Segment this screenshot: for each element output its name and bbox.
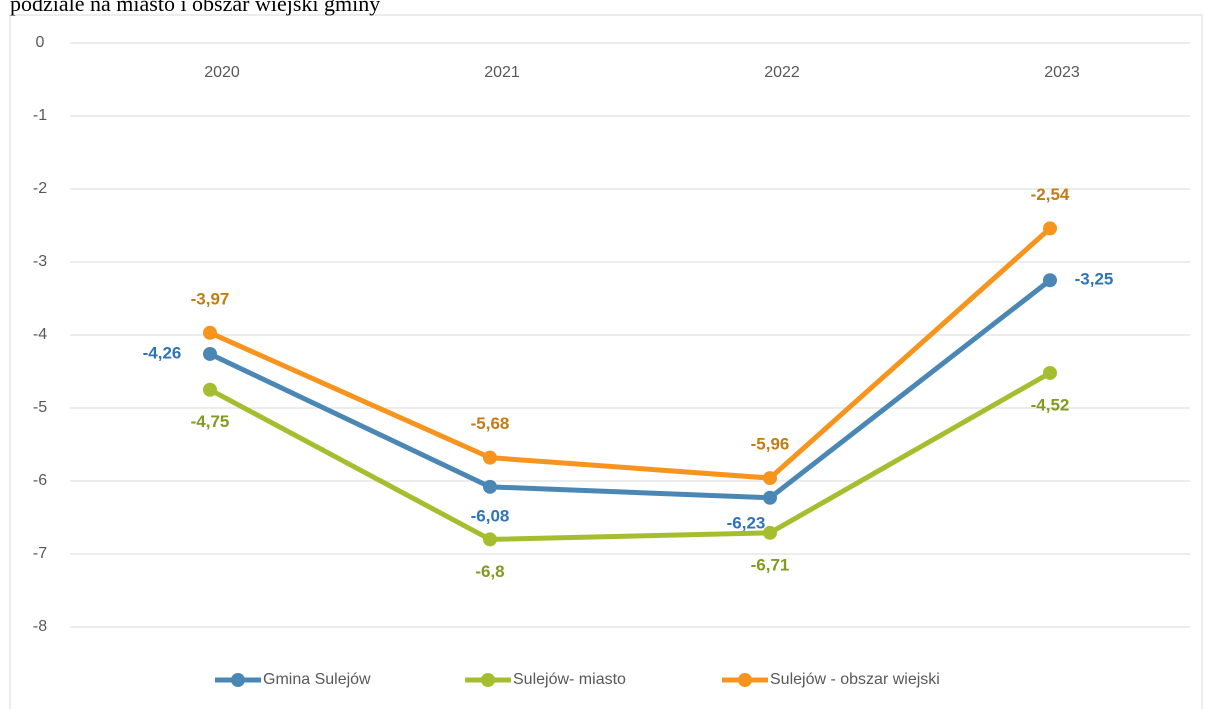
data-label: -3,25 bbox=[1075, 270, 1114, 289]
data-point bbox=[203, 346, 217, 361]
data-label: -4,75 bbox=[191, 412, 230, 431]
y-tick-label: -2 bbox=[33, 180, 47, 197]
x-tick-label: 2023 bbox=[1044, 64, 1080, 81]
data-point bbox=[1043, 365, 1057, 380]
data-point bbox=[763, 471, 777, 486]
series-line bbox=[208, 370, 1052, 542]
x-tick-label: 2022 bbox=[764, 64, 800, 81]
data-label: -6,8 bbox=[475, 562, 504, 581]
x-tick-label: 2020 bbox=[204, 64, 240, 81]
data-point bbox=[483, 450, 497, 465]
data-point bbox=[763, 490, 777, 505]
y-tick-label: -3 bbox=[33, 253, 47, 270]
y-tick-label: -8 bbox=[33, 618, 47, 635]
data-point bbox=[203, 382, 217, 397]
legend-marker bbox=[231, 673, 245, 687]
data-label: -5,68 bbox=[471, 414, 510, 433]
series-line bbox=[208, 278, 1052, 501]
data-point bbox=[1043, 221, 1057, 236]
chart-border bbox=[9, 14, 1203, 709]
y-tick-label: -5 bbox=[33, 399, 47, 416]
y-tick-label: 0 bbox=[36, 34, 45, 51]
data-point bbox=[483, 532, 497, 547]
y-tick-label: -1 bbox=[33, 107, 47, 124]
data-point bbox=[483, 479, 497, 494]
legend-marker bbox=[738, 673, 752, 687]
data-label: -6,23 bbox=[727, 513, 766, 532]
legend-label: Gmina Sulejów bbox=[263, 671, 371, 688]
data-point bbox=[203, 325, 217, 340]
x-tick-label: 2021 bbox=[484, 64, 520, 81]
legend-label: Sulejów - obszar wiejski bbox=[770, 671, 940, 688]
data-label: -3,97 bbox=[191, 289, 230, 308]
data-label: -4,26 bbox=[143, 343, 182, 362]
y-tick-label: -4 bbox=[33, 326, 47, 343]
data-point bbox=[1043, 273, 1057, 288]
data-point bbox=[763, 525, 777, 540]
legend-label: Sulejów- miasto bbox=[513, 671, 626, 688]
data-label: -6,71 bbox=[751, 555, 790, 574]
data-label: -4,52 bbox=[1031, 395, 1070, 414]
y-tick-label: -7 bbox=[33, 545, 47, 562]
data-label: -2,54 bbox=[1031, 185, 1070, 204]
chart-title: podziale na miasto i obszar wiejski gmin… bbox=[10, 0, 380, 16]
legend-marker bbox=[481, 673, 495, 687]
data-label: -6,08 bbox=[471, 506, 510, 525]
data-label: -5,96 bbox=[751, 435, 790, 454]
series-line bbox=[208, 226, 1052, 481]
y-tick-label: -6 bbox=[33, 472, 47, 489]
